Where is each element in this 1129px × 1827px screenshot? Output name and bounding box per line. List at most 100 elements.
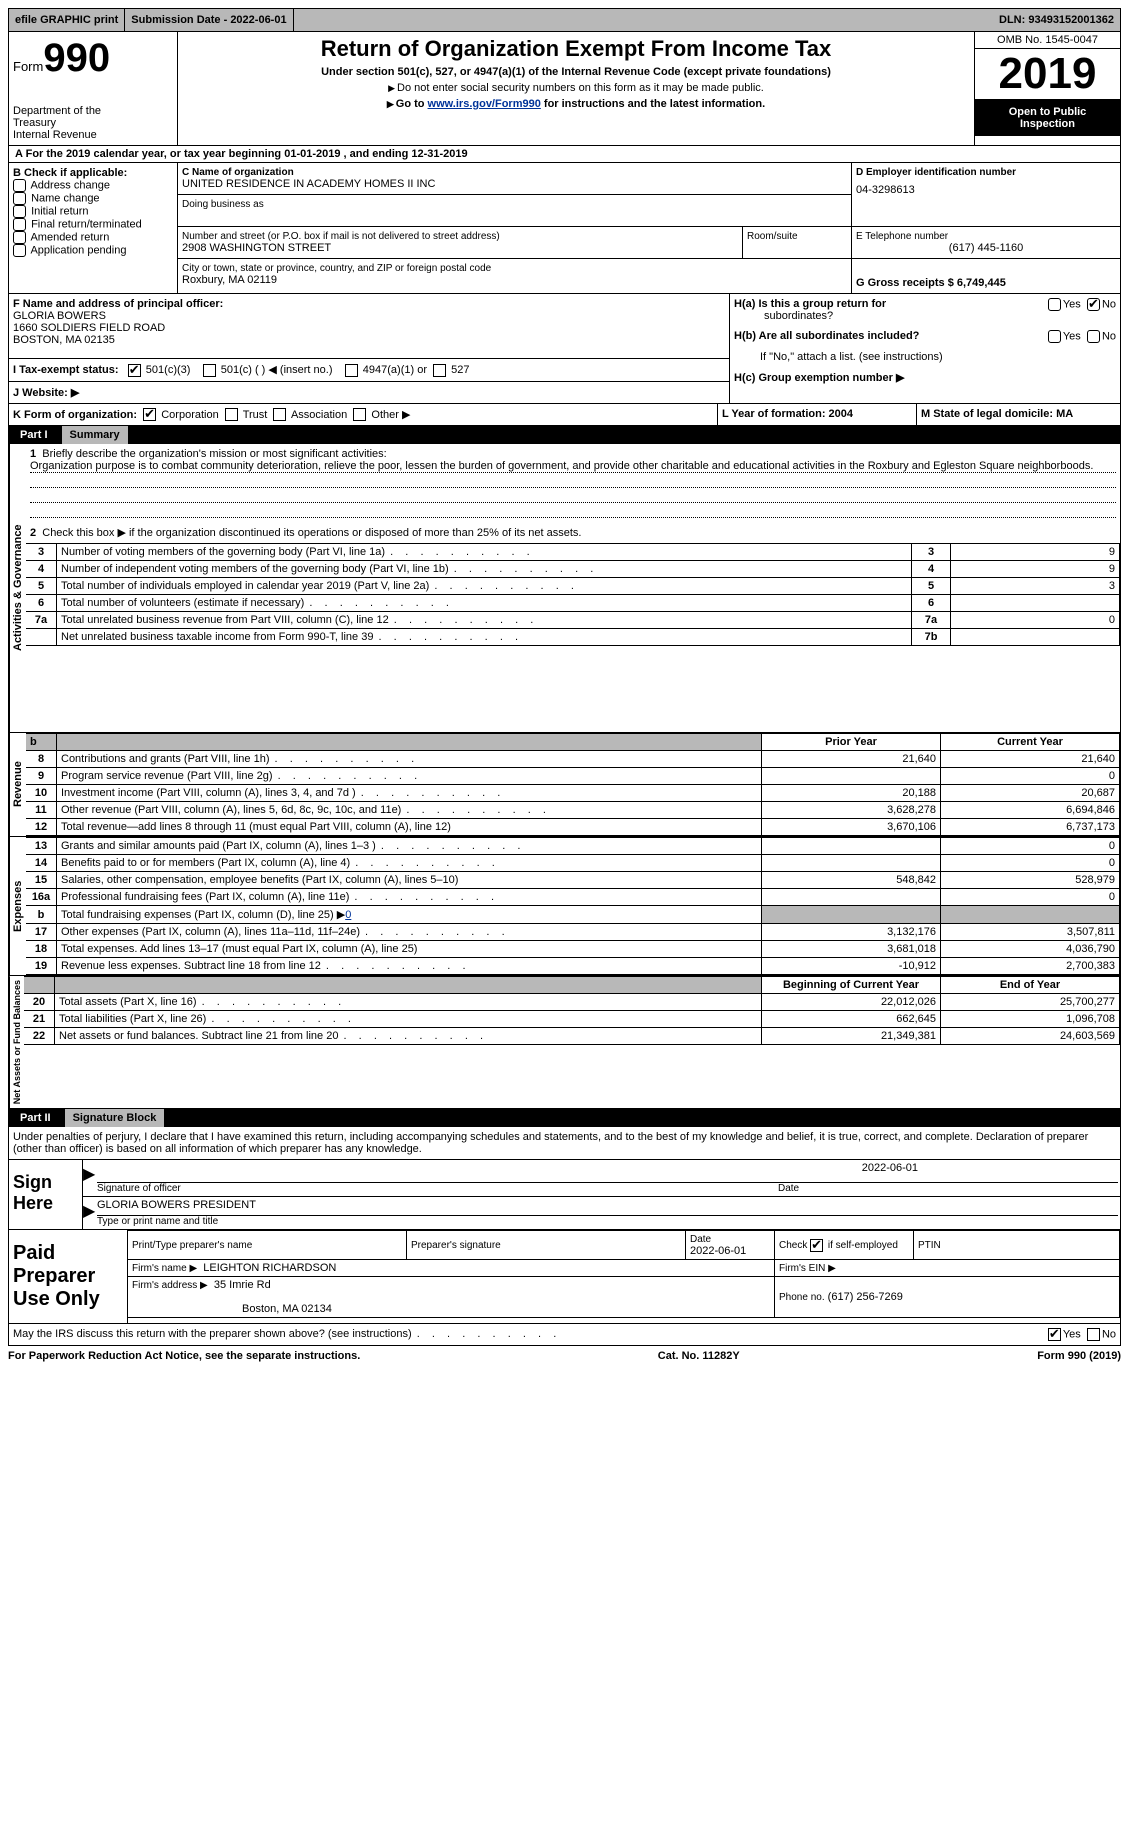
net-assets-label: Net Assets or Fund Balances (9, 976, 24, 1108)
gov-row-5: 5Total number of individuals employed in… (26, 578, 1120, 595)
addr-label: Number and street (or P.O. box if mail i… (182, 231, 738, 242)
form-subtitle: Under section 501(c), 527, or 4947(a)(1)… (182, 66, 970, 78)
goto-link: Go to www.irs.gov/Form990 for instructio… (182, 98, 970, 110)
gov-row-3: 3Number of voting members of the governi… (26, 544, 1120, 561)
name-label: C Name of organization (182, 167, 847, 178)
omb-number: OMB No. 1545-0047 (975, 32, 1120, 49)
part1-header: Part I Summary (8, 426, 1121, 444)
check-irs-yes[interactable] (1048, 1328, 1061, 1341)
firm-name-cell: Firm's name ▶ LEIGHTON RICHARDSON (128, 1260, 775, 1277)
gov-row-6: 6Total number of volunteers (estimate if… (26, 595, 1120, 612)
check-trust[interactable] (225, 408, 238, 421)
prep-date-cell: Date2022-06-01 (686, 1231, 775, 1260)
check-amended-return[interactable] (13, 231, 26, 244)
check-assoc[interactable] (273, 408, 286, 421)
declaration: Under penalties of perjury, I declare th… (8, 1127, 1121, 1160)
tax-exempt-status: I Tax-exempt status: 501(c)(3) 501(c) ( … (9, 359, 729, 382)
firm-phone-cell: Phone no. (617) 256-7269 (775, 1277, 1120, 1318)
check-address-change[interactable] (13, 179, 26, 192)
officer-addr1: 1660 SOLDIERS FIELD ROAD (13, 322, 725, 334)
net-row-20: 20Total assets (Part X, line 16)22,012,0… (24, 994, 1120, 1011)
dln: DLN: 93493152001362 (993, 9, 1120, 31)
check-other[interactable] (353, 408, 366, 421)
footer-left: For Paperwork Reduction Act Notice, see … (8, 1350, 360, 1362)
check-initial-return[interactable] (13, 205, 26, 218)
prep-sig-cell: Preparer's signature (407, 1231, 686, 1260)
check-app-pending[interactable] (13, 244, 26, 257)
exp-row-19: 19Revenue less expenses. Subtract line 1… (26, 958, 1120, 975)
check-527[interactable] (433, 364, 446, 377)
revenue-label: Revenue (9, 733, 26, 836)
net-row-21: 21Total liabilities (Part X, line 26)662… (24, 1011, 1120, 1028)
dba-label: Doing business as (182, 199, 847, 210)
hb-note: If "No," attach a list. (see instruction… (730, 347, 1120, 367)
ein-value: 04-3298613 (856, 184, 1116, 196)
exp-row-18: 18Total expenses. Add lines 13–17 (must … (26, 941, 1120, 958)
row-a-tax-year: A For the 2019 calendar year, or tax yea… (8, 146, 1121, 163)
check-4947[interactable] (345, 364, 358, 377)
section-f-h: F Name and address of principal officer:… (8, 294, 1121, 404)
city-label: City or town, state or province, country… (182, 263, 847, 274)
rev-row-12: 12Total revenue—add lines 8 through 11 (… (26, 819, 1120, 836)
check-self-employed[interactable] (810, 1239, 823, 1252)
net-row-22: 22Net assets or fund balances. Subtract … (24, 1028, 1120, 1045)
check-ha-yes[interactable] (1048, 298, 1061, 311)
part1-body: Activities & Governance 1 Briefly descri… (8, 444, 1121, 733)
dept-treasury: Department of the Treasury Internal Reve… (13, 105, 173, 141)
officer-addr2: BOSTON, MA 02135 (13, 334, 725, 346)
sig-arrow-icon-2: ▶ (83, 1197, 95, 1229)
revenue-section: Revenue bPrior YearCurrent Year 8Contrib… (8, 733, 1121, 837)
form990-link[interactable]: www.irs.gov/Form990 (428, 98, 541, 110)
check-name-change[interactable] (13, 192, 26, 205)
gov-row-7a: 7aTotal unrelated business revenue from … (26, 612, 1120, 629)
paid-preparer-label: Paid Preparer Use Only (9, 1230, 128, 1323)
sig-officer-label: Signature of officer (97, 1183, 778, 1194)
exp-row-15: 15Salaries, other compensation, employee… (26, 872, 1120, 889)
exp-row-16a: 16aProfessional fundraising fees (Part I… (26, 889, 1120, 906)
check-501c[interactable] (203, 364, 216, 377)
city-value: Roxbury, MA 02119 (182, 274, 847, 286)
gross-receipts: G Gross receipts $ 6,749,445 (856, 277, 1116, 289)
org-name: UNITED RESIDENCE IN ACADEMY HOMES II INC (182, 178, 847, 190)
expenses-label: Expenses (9, 837, 26, 975)
exp-row-14: 14Benefits paid to or for members (Part … (26, 855, 1120, 872)
check-irs-no[interactable] (1087, 1328, 1100, 1341)
ptin-cell: PTIN (914, 1231, 1120, 1260)
gov-row-7b: Net unrelated business taxable income fr… (26, 629, 1120, 646)
website-row: J Website: ▶ (9, 382, 729, 403)
top-bar: efile GRAPHIC print Submission Date - 20… (8, 8, 1121, 32)
check-final-return[interactable] (13, 218, 26, 231)
check-corp[interactable] (143, 408, 156, 421)
form-number: Form990 (13, 36, 173, 81)
rev-row-9: 9Program service revenue (Part VIII, lin… (26, 768, 1120, 785)
exp-row-17: 17Other expenses (Part IX, column (A), l… (26, 924, 1120, 941)
check-hb-no[interactable] (1087, 330, 1100, 343)
exp-row-16b: bTotal fundraising expenses (Part IX, co… (26, 906, 1120, 924)
rev-row-8: 8Contributions and grants (Part VIII, li… (26, 751, 1120, 768)
open-to-public: Open to Public Inspection (975, 100, 1120, 136)
check-hb-yes[interactable] (1048, 330, 1061, 343)
officer-label: F Name and address of principal officer: (13, 298, 725, 310)
addr-value: 2908 WASHINGTON STREET (182, 242, 738, 254)
col-b-checkboxes: B Check if applicable: Address change Na… (9, 163, 178, 293)
footer-mid: Cat. No. 11282Y (658, 1350, 740, 1362)
exp-row-13: 13Grants and similar amounts paid (Part … (26, 838, 1120, 855)
check-ha-no[interactable] (1087, 298, 1100, 311)
phone-label: E Telephone number (856, 231, 1116, 242)
efile-button[interactable]: efile GRAPHIC print (9, 9, 125, 31)
gov-row-4: 4Number of independent voting members of… (26, 561, 1120, 578)
check-501c3[interactable] (128, 364, 141, 377)
submission-date: Submission Date - 2022-06-01 (125, 9, 293, 31)
governance-label: Activities & Governance (9, 444, 26, 732)
mission-text: Organization purpose is to combat commun… (30, 460, 1116, 473)
sig-arrow-icon: ▶ (83, 1160, 95, 1196)
form-title: Return of Organization Exempt From Incom… (182, 36, 970, 62)
firm-addr-cell: Firm's address ▶ 35 Imrie RdBoston, MA 0… (128, 1277, 775, 1318)
part2-header: Part II Signature Block (8, 1109, 1121, 1127)
tax-year: 2019 (975, 49, 1120, 100)
room-label: Room/suite (747, 231, 847, 242)
officer-print-name: GLORIA BOWERS PRESIDENT (97, 1199, 1118, 1215)
fundraising-link[interactable]: 0 (345, 909, 351, 921)
sign-here-section: Sign Here ▶ 2022-06-01 Signature of offi… (8, 1160, 1121, 1230)
year-formation: L Year of formation: 2004 (718, 404, 917, 426)
